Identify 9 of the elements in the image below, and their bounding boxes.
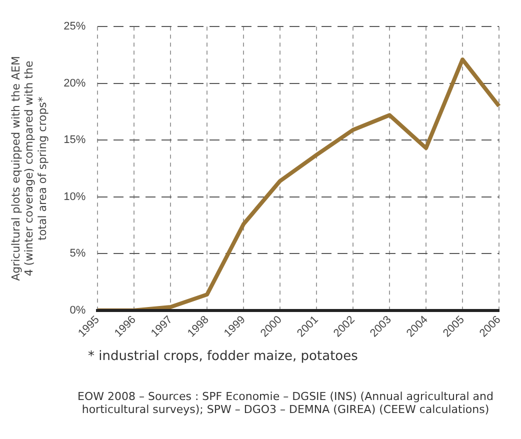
y-tick-label: 5%	[70, 248, 86, 260]
y-tick-label: 20%	[64, 77, 86, 90]
text: EOW 2008 – Sources : SPF Economie – DGSIE (INS) (Annual agricultural and horticultural surveys); SPW – DGO3 – DEMNA (GIREA) (CEEW calculations)	[76, 390, 494, 416]
y-tick-label: 0%	[70, 304, 86, 316]
text: * industrial crops, fodder maize, potatoes	[88, 349, 359, 364]
y-tick-label: 25%	[64, 20, 86, 33]
y-tick-label: 15%	[64, 134, 86, 146]
y-tick-label: 10%	[64, 190, 86, 203]
y-axis-title: Agricultural plots equipped with the AEM 4 (winter coverage) compared with the total area of spring crops*	[9, 56, 49, 281]
